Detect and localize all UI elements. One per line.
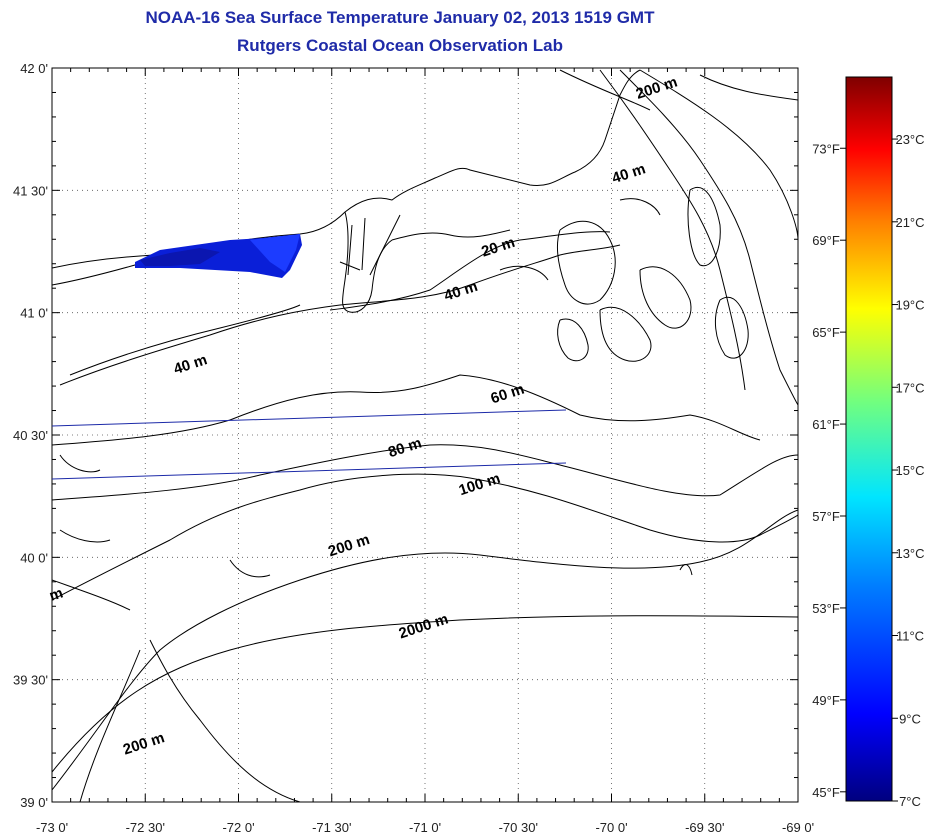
colorbar-label-c: 17°C xyxy=(895,380,924,395)
colorbar-label-c: 9°C xyxy=(899,711,921,726)
colorbar-label-c: 13°C xyxy=(895,546,924,561)
colorbar-label-c: 23°C xyxy=(895,132,924,147)
lon-tick-label: -71 0' xyxy=(409,820,441,835)
colorbar-label-c: 7°C xyxy=(899,794,921,809)
sst-data-patch-light xyxy=(250,234,300,272)
lon-tick-label: -71 30' xyxy=(312,820,351,835)
contour-label: m xyxy=(47,585,65,605)
colorbar-label-f: 69°F xyxy=(812,233,840,248)
colorbar-labels: 23°C 21°C 19°C 17°C 15°C 13°C 11°C 9°C 7°C 73°F 69… xyxy=(812,132,924,809)
map-frame xyxy=(51,67,799,803)
colorbar-label-f: 49°F xyxy=(812,693,840,708)
lon-tick-label: -72 0' xyxy=(222,820,254,835)
lon-tick-label: -69 30' xyxy=(685,820,724,835)
colorbar xyxy=(845,76,893,802)
lat-tick-label: 39 0' xyxy=(20,795,48,810)
swath-line-south xyxy=(51,462,567,480)
colorbar-label-c: 15°C xyxy=(895,463,924,478)
colorbar-label-f: 73°F xyxy=(812,141,840,156)
lat-tick-label: 40 30' xyxy=(13,428,48,443)
lon-tick-label: -70 30' xyxy=(499,820,538,835)
lat-tick-label: 39 30' xyxy=(13,673,48,688)
map-title: NOAA-16 Sea Surface Temperature January … xyxy=(145,8,655,27)
swath-line-north xyxy=(51,409,567,427)
lat-tick-label: 41 0' xyxy=(20,306,48,321)
lat-tick-label: 41 30' xyxy=(13,183,48,198)
colorbar-label-f: 53°F xyxy=(812,601,840,616)
lat-tick-label: 42 0' xyxy=(20,61,48,76)
map-axes: -73 0' -72 30' -72 0' -71 30' -71 0' -70 30' -… xyxy=(13,61,814,835)
colorbar-label-c: 21°C xyxy=(895,215,924,230)
colorbar-label-c: 19°C xyxy=(895,298,924,313)
colorbar-label-f: 61°F xyxy=(812,417,840,432)
colorbar-label-f: 65°F xyxy=(812,325,840,340)
lon-tick-label: -70 0' xyxy=(595,820,627,835)
lon-tick-label: -73 0' xyxy=(36,820,68,835)
lon-tick-label: -69 0' xyxy=(782,820,814,835)
map-subtitle: Rutgers Coastal Ocean Observation Lab xyxy=(237,36,563,55)
colorbar-label-f: 45°F xyxy=(812,785,840,800)
colorbar-label-c: 11°C xyxy=(896,629,924,644)
lon-tick-label: -72 30' xyxy=(126,820,165,835)
sst-data-patch-dark xyxy=(140,248,220,266)
colorbar-label-f: 57°F xyxy=(812,509,840,524)
lat-tick-label: 40 0' xyxy=(20,550,48,565)
